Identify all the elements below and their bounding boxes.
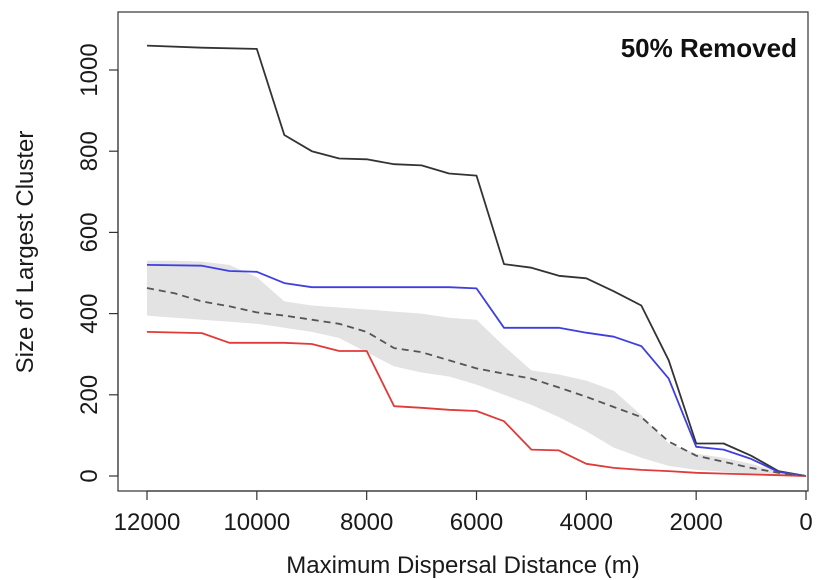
series-line-1	[146, 44, 807, 477]
x-tick-label: 8000	[340, 509, 393, 536]
x-axis-title: Maximum Dispersal Distance (m)	[286, 552, 639, 579]
series-line-2	[146, 264, 807, 477]
x-tick-label: 4000	[560, 509, 613, 536]
x-tick-label: 12000	[114, 509, 181, 536]
x-tick-label: 0	[799, 509, 812, 536]
y-tick-label: 200	[76, 375, 103, 415]
series-line-3	[146, 331, 807, 477]
x-axis: 12000 10000 8000 6000 4000 2000 0	[114, 490, 813, 536]
x-tick-label: 6000	[450, 509, 503, 536]
series-layer	[146, 44, 807, 477]
y-tick-label: 800	[76, 131, 103, 171]
x-tick-label: 2000	[669, 509, 722, 536]
y-tick-label: 0	[76, 469, 103, 482]
y-axis-title: Size of Largest Cluster	[12, 131, 39, 374]
y-tick-label: 400	[76, 294, 103, 334]
y-tick-label: 1000	[76, 43, 103, 96]
y-tick-label: 600	[76, 212, 103, 252]
y-axis: 0 200 400 600 800 1000	[76, 43, 119, 483]
series-line-4	[146, 287, 807, 477]
annotation-label: 50% Removed	[621, 33, 797, 63]
plot-frame	[117, 11, 809, 492]
x-tick-label: 10000	[223, 509, 290, 536]
